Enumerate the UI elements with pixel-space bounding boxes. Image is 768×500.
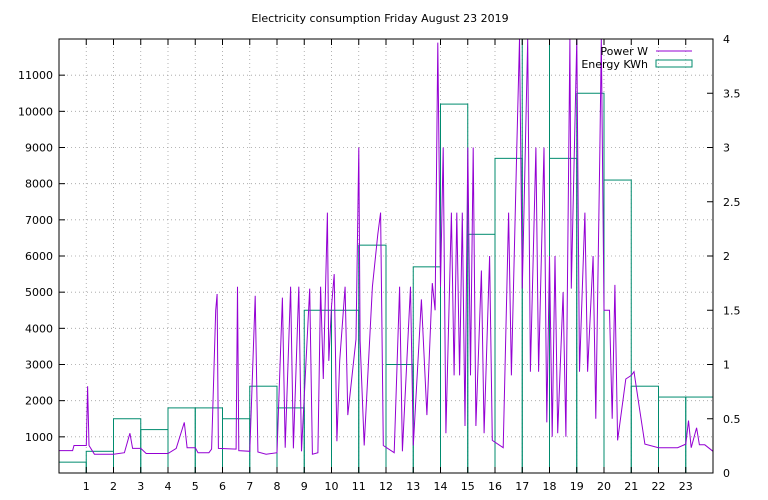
y-right-tick-label: 1.5	[723, 304, 741, 317]
x-tick-label: 17	[515, 480, 529, 493]
y-left-tick-label: 4000	[25, 322, 53, 335]
legend-power-label: Power W	[600, 45, 648, 58]
y-right-tick-label: 1	[723, 359, 730, 372]
x-tick-label: 14	[434, 480, 448, 493]
y-left-tick-label: 1000	[25, 431, 53, 444]
x-tick-label: 7	[246, 480, 253, 493]
y-left-tick-label: 5000	[25, 286, 53, 299]
y-left-tick-label: 11000	[18, 69, 53, 82]
x-tick-label: 19	[570, 480, 584, 493]
energy-bar	[630, 385, 659, 474]
y-left-tick-label: 3000	[25, 359, 53, 372]
x-tick-label: 12	[379, 480, 393, 493]
y-axis-left-ticks: 1000 2000 3000 4000 5000 6000 7000 8000 9000 1000…	[18, 69, 65, 444]
y-right-tick-label: 2	[723, 250, 730, 263]
energy-bar	[140, 429, 169, 474]
energy-series	[58, 38, 714, 474]
energy-bar	[167, 407, 196, 474]
energy-bar	[276, 407, 305, 474]
x-tick-label: 16	[488, 480, 502, 493]
energy-bar	[658, 396, 687, 474]
x-tick-label: 5	[192, 480, 199, 493]
y-right-tick-label: 3.5	[723, 87, 741, 100]
x-tick-label: 15	[461, 480, 475, 493]
x-tick-label: 6	[219, 480, 226, 493]
y-right-tick-label: 4	[723, 33, 730, 46]
x-tick-label: 22	[652, 480, 666, 493]
x-tick-label: 3	[137, 480, 144, 493]
y-right-tick-label: 0.5	[723, 413, 741, 426]
y-left-tick-label: 8000	[25, 178, 53, 191]
legend-energy-swatch	[655, 59, 693, 68]
y-left-tick-label: 9000	[25, 142, 53, 155]
y-left-tick-label: 2000	[25, 395, 53, 408]
power-line	[59, 38, 714, 455]
x-tick-label: 9	[301, 480, 308, 493]
legend-energy-label: Energy KWh	[581, 58, 648, 71]
energy-bar	[494, 157, 523, 474]
x-tick-label: 4	[165, 480, 172, 493]
chart-title: Electricity consumption Friday August 23…	[251, 12, 508, 25]
x-tick-label: 10	[325, 480, 339, 493]
x-tick-label: 21	[624, 480, 638, 493]
y-left-tick-label: 10000	[18, 105, 53, 118]
x-tick-label: 23	[679, 480, 693, 493]
y-right-tick-label: 2.5	[723, 196, 741, 209]
y-left-tick-label: 6000	[25, 250, 53, 263]
y-left-tick-label: 7000	[25, 214, 53, 227]
x-tick-label: 1	[83, 480, 90, 493]
energy-bar	[58, 461, 87, 474]
y-right-tick-label: 3	[723, 142, 730, 155]
x-axis-ticks: 1 2 3 4 5 6 7 8 9 10 11 12 13 14 15 16 17 18 19 20 21 22 23	[83, 39, 693, 493]
energy-bar	[249, 385, 278, 474]
energy-bar	[385, 364, 414, 474]
power-series	[59, 38, 714, 455]
x-tick-label: 8	[274, 480, 281, 493]
x-tick-label: 20	[597, 480, 611, 493]
x-tick-label: 2	[110, 480, 117, 493]
x-tick-label: 11	[352, 480, 366, 493]
x-tick-label: 18	[543, 480, 557, 493]
y-right-tick-label: 0	[723, 467, 730, 480]
x-tick-label: 13	[406, 480, 420, 493]
y-axis-right-ticks: 0 0.5 1 1.5 2 2.5 3 3.5 4	[707, 33, 741, 480]
energy-bar	[113, 418, 142, 474]
legend: Power W Energy KWh	[581, 45, 693, 71]
